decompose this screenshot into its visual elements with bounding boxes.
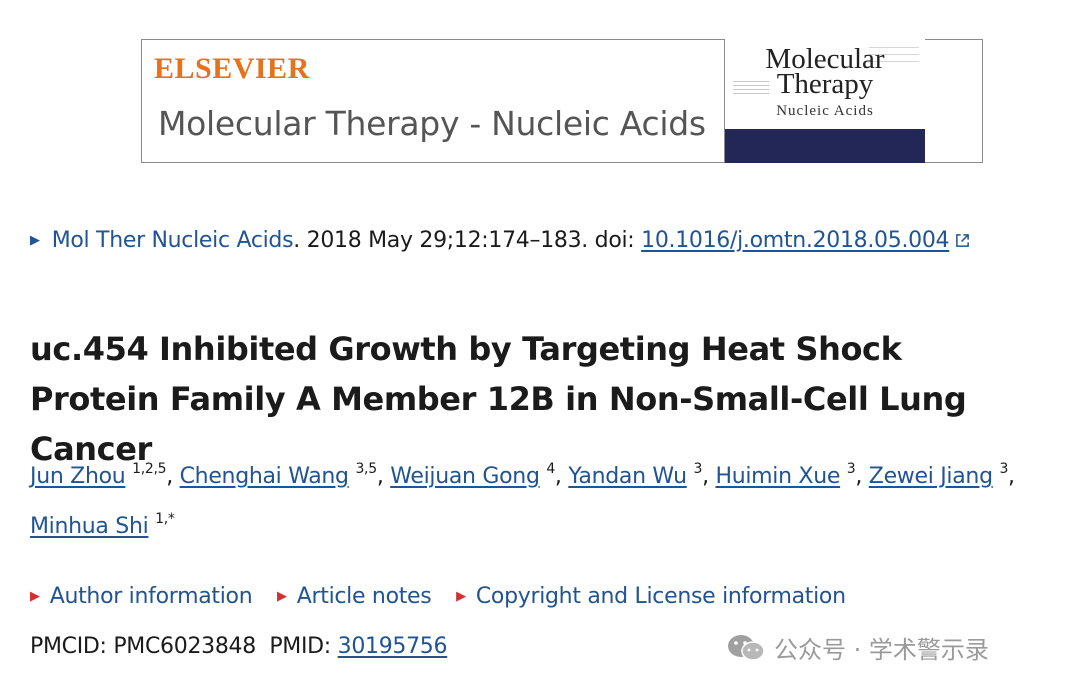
author-link[interactable]: Jun Zhou	[30, 464, 126, 489]
cover-subtitle: Nucleic Acids	[776, 103, 874, 119]
author-link[interactable]: Zewei Jiang	[868, 464, 993, 489]
author-affiliation: 3	[846, 461, 856, 477]
expand-triangle-icon: ▶	[277, 589, 287, 604]
author-affiliation: 3,5	[355, 461, 377, 477]
article-notes-label[interactable]: Article notes	[296, 584, 432, 609]
author-link[interactable]: Weijuan Gong	[390, 464, 540, 489]
article-info-toggles: ▶ Author information ▶ Article notes ▶ Copy…	[30, 584, 864, 609]
author-affiliation: 1,*	[155, 511, 175, 527]
publisher-logo: ELSEVIER	[154, 52, 310, 85]
author-link[interactable]: Huimin Xue	[715, 464, 841, 489]
doi-link[interactable]: 10.1016/j.omtn.2018.05.004	[641, 228, 950, 253]
citation-details: . 2018 May 29;12:174–183. doi:	[293, 228, 642, 253]
banner-text-area: ELSEVIER Molecular Therapy - Nucleic Aci…	[142, 40, 724, 162]
article-notes-toggle[interactable]: ▶ Article notes	[277, 584, 432, 609]
journal-banner-title: Molecular Therapy - Nucleic Acids	[158, 104, 706, 143]
cover-decoration	[869, 47, 919, 68]
author-list: Jun Zhou 1,2,5, Chenghai Wang 3,5, Weiju…	[30, 461, 1015, 539]
cover-band	[725, 129, 925, 163]
author-affiliation: 1,2,5	[132, 461, 167, 477]
cover-decoration-left	[733, 81, 769, 97]
copyright-toggle[interactable]: ▶ Copyright and License information	[456, 584, 846, 609]
pmid-label: PMID:	[269, 634, 331, 659]
author-info-toggle[interactable]: ▶ Author information	[30, 584, 253, 609]
author-link[interactable]: Yandan Wu	[568, 464, 687, 489]
author-info-label[interactable]: Author information	[49, 584, 253, 609]
wechat-watermark: 公众号 · 学术警示录	[726, 630, 989, 665]
pmcid: PMCID: PMC6023848	[30, 634, 256, 659]
expand-triangle-icon: ▶	[456, 589, 466, 604]
copyright-label[interactable]: Copyright and License information	[475, 584, 846, 609]
watermark-text: 公众号 · 学术警示录	[774, 636, 989, 664]
journal-banner[interactable]: ELSEVIER Molecular Therapy - Nucleic Aci…	[141, 39, 983, 163]
author-link[interactable]: Chenghai Wang	[179, 464, 349, 489]
author-affiliation: 3	[999, 461, 1009, 477]
expand-triangle-icon[interactable]: ▶	[30, 233, 40, 248]
author-affiliation: 4	[546, 461, 555, 477]
article-ids: PMCID: PMC6023848 PMID: 30195756	[30, 634, 448, 659]
expand-triangle-icon: ▶	[30, 589, 40, 604]
citation-line: ▶ Mol Ther Nucleic Acids. 2018 May 29;12:…	[30, 228, 970, 253]
pmid-link[interactable]: 30195756	[337, 634, 448, 659]
journal-link[interactable]: Mol Ther Nucleic Acids	[51, 228, 294, 253]
cover-title: Molecular Therapy	[765, 43, 885, 100]
external-link-icon[interactable]	[955, 233, 970, 248]
author-affiliation: 3	[693, 461, 703, 477]
wechat-logo-icon	[728, 634, 765, 661]
journal-cover-image: Molecular Therapy Nucleic Acids	[724, 39, 925, 163]
article-title: uc.454 Inhibited Growth by Targeting Hea…	[30, 330, 967, 468]
author-link[interactable]: Minhua Shi	[30, 514, 149, 539]
